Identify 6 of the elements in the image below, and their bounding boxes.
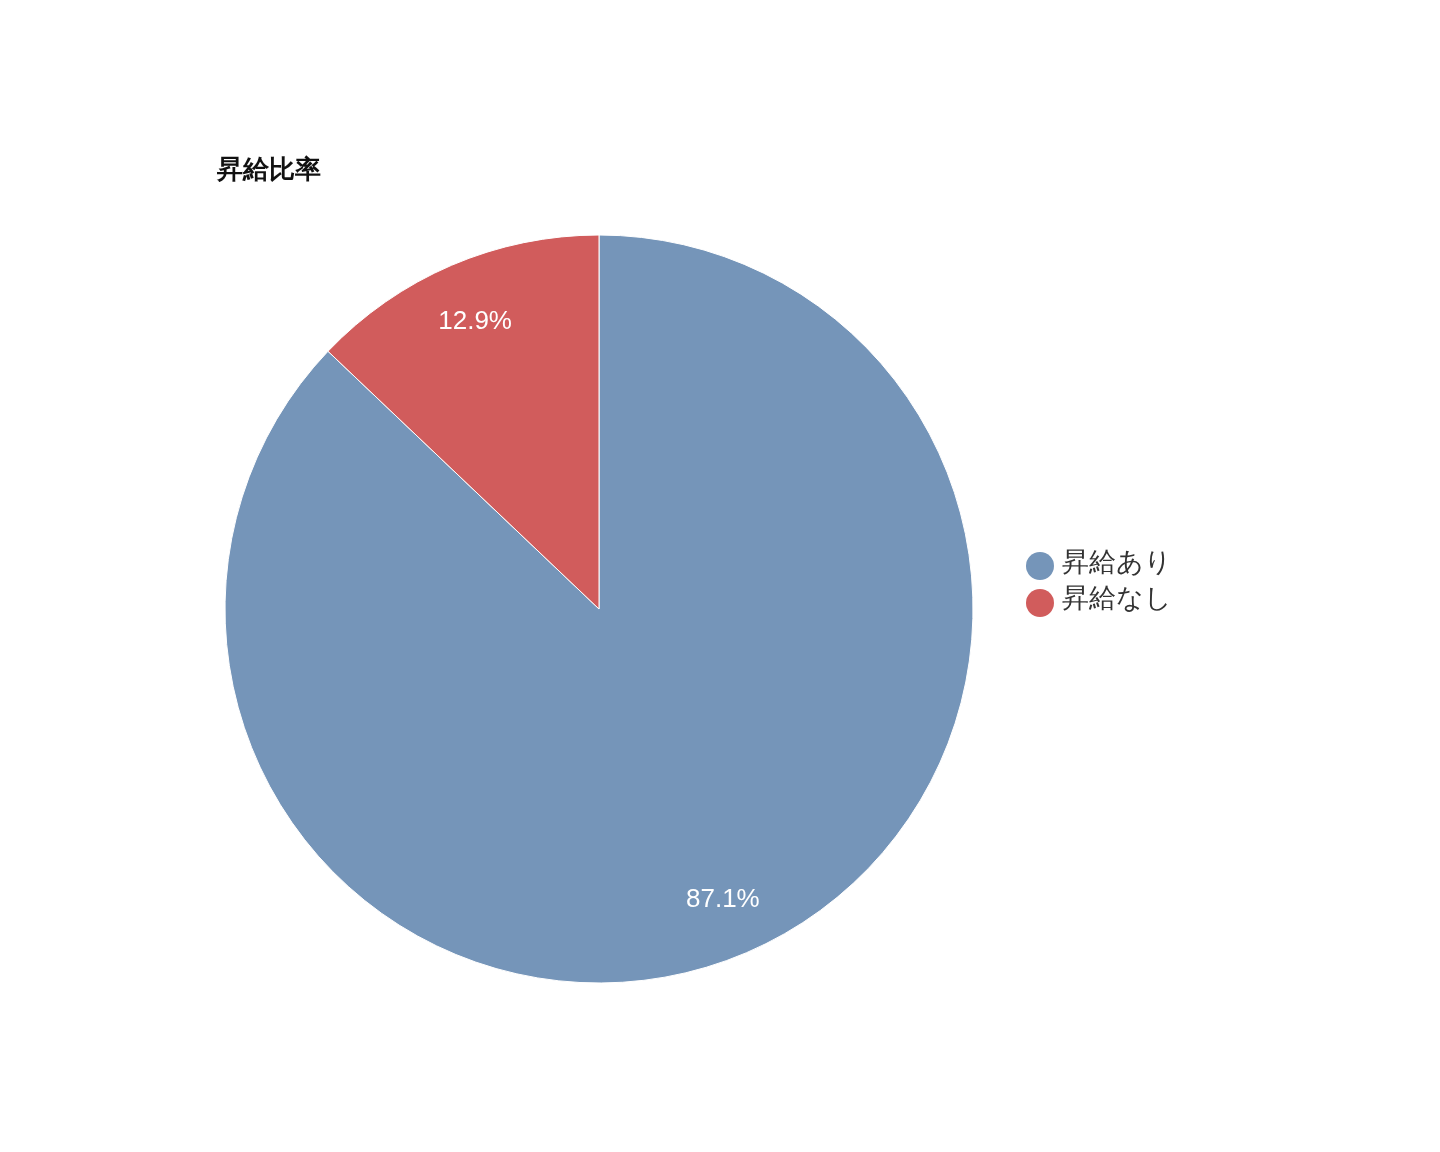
chart-title: 昇給比率 bbox=[217, 153, 321, 186]
legend-label: 昇給あり bbox=[1062, 545, 1172, 577]
data-label: 87.1% bbox=[685, 882, 760, 913]
data-label: 12.9% bbox=[438, 305, 513, 336]
pie-slice bbox=[224, 234, 974, 984]
legend-label: 昇給なし bbox=[1062, 582, 1172, 613]
